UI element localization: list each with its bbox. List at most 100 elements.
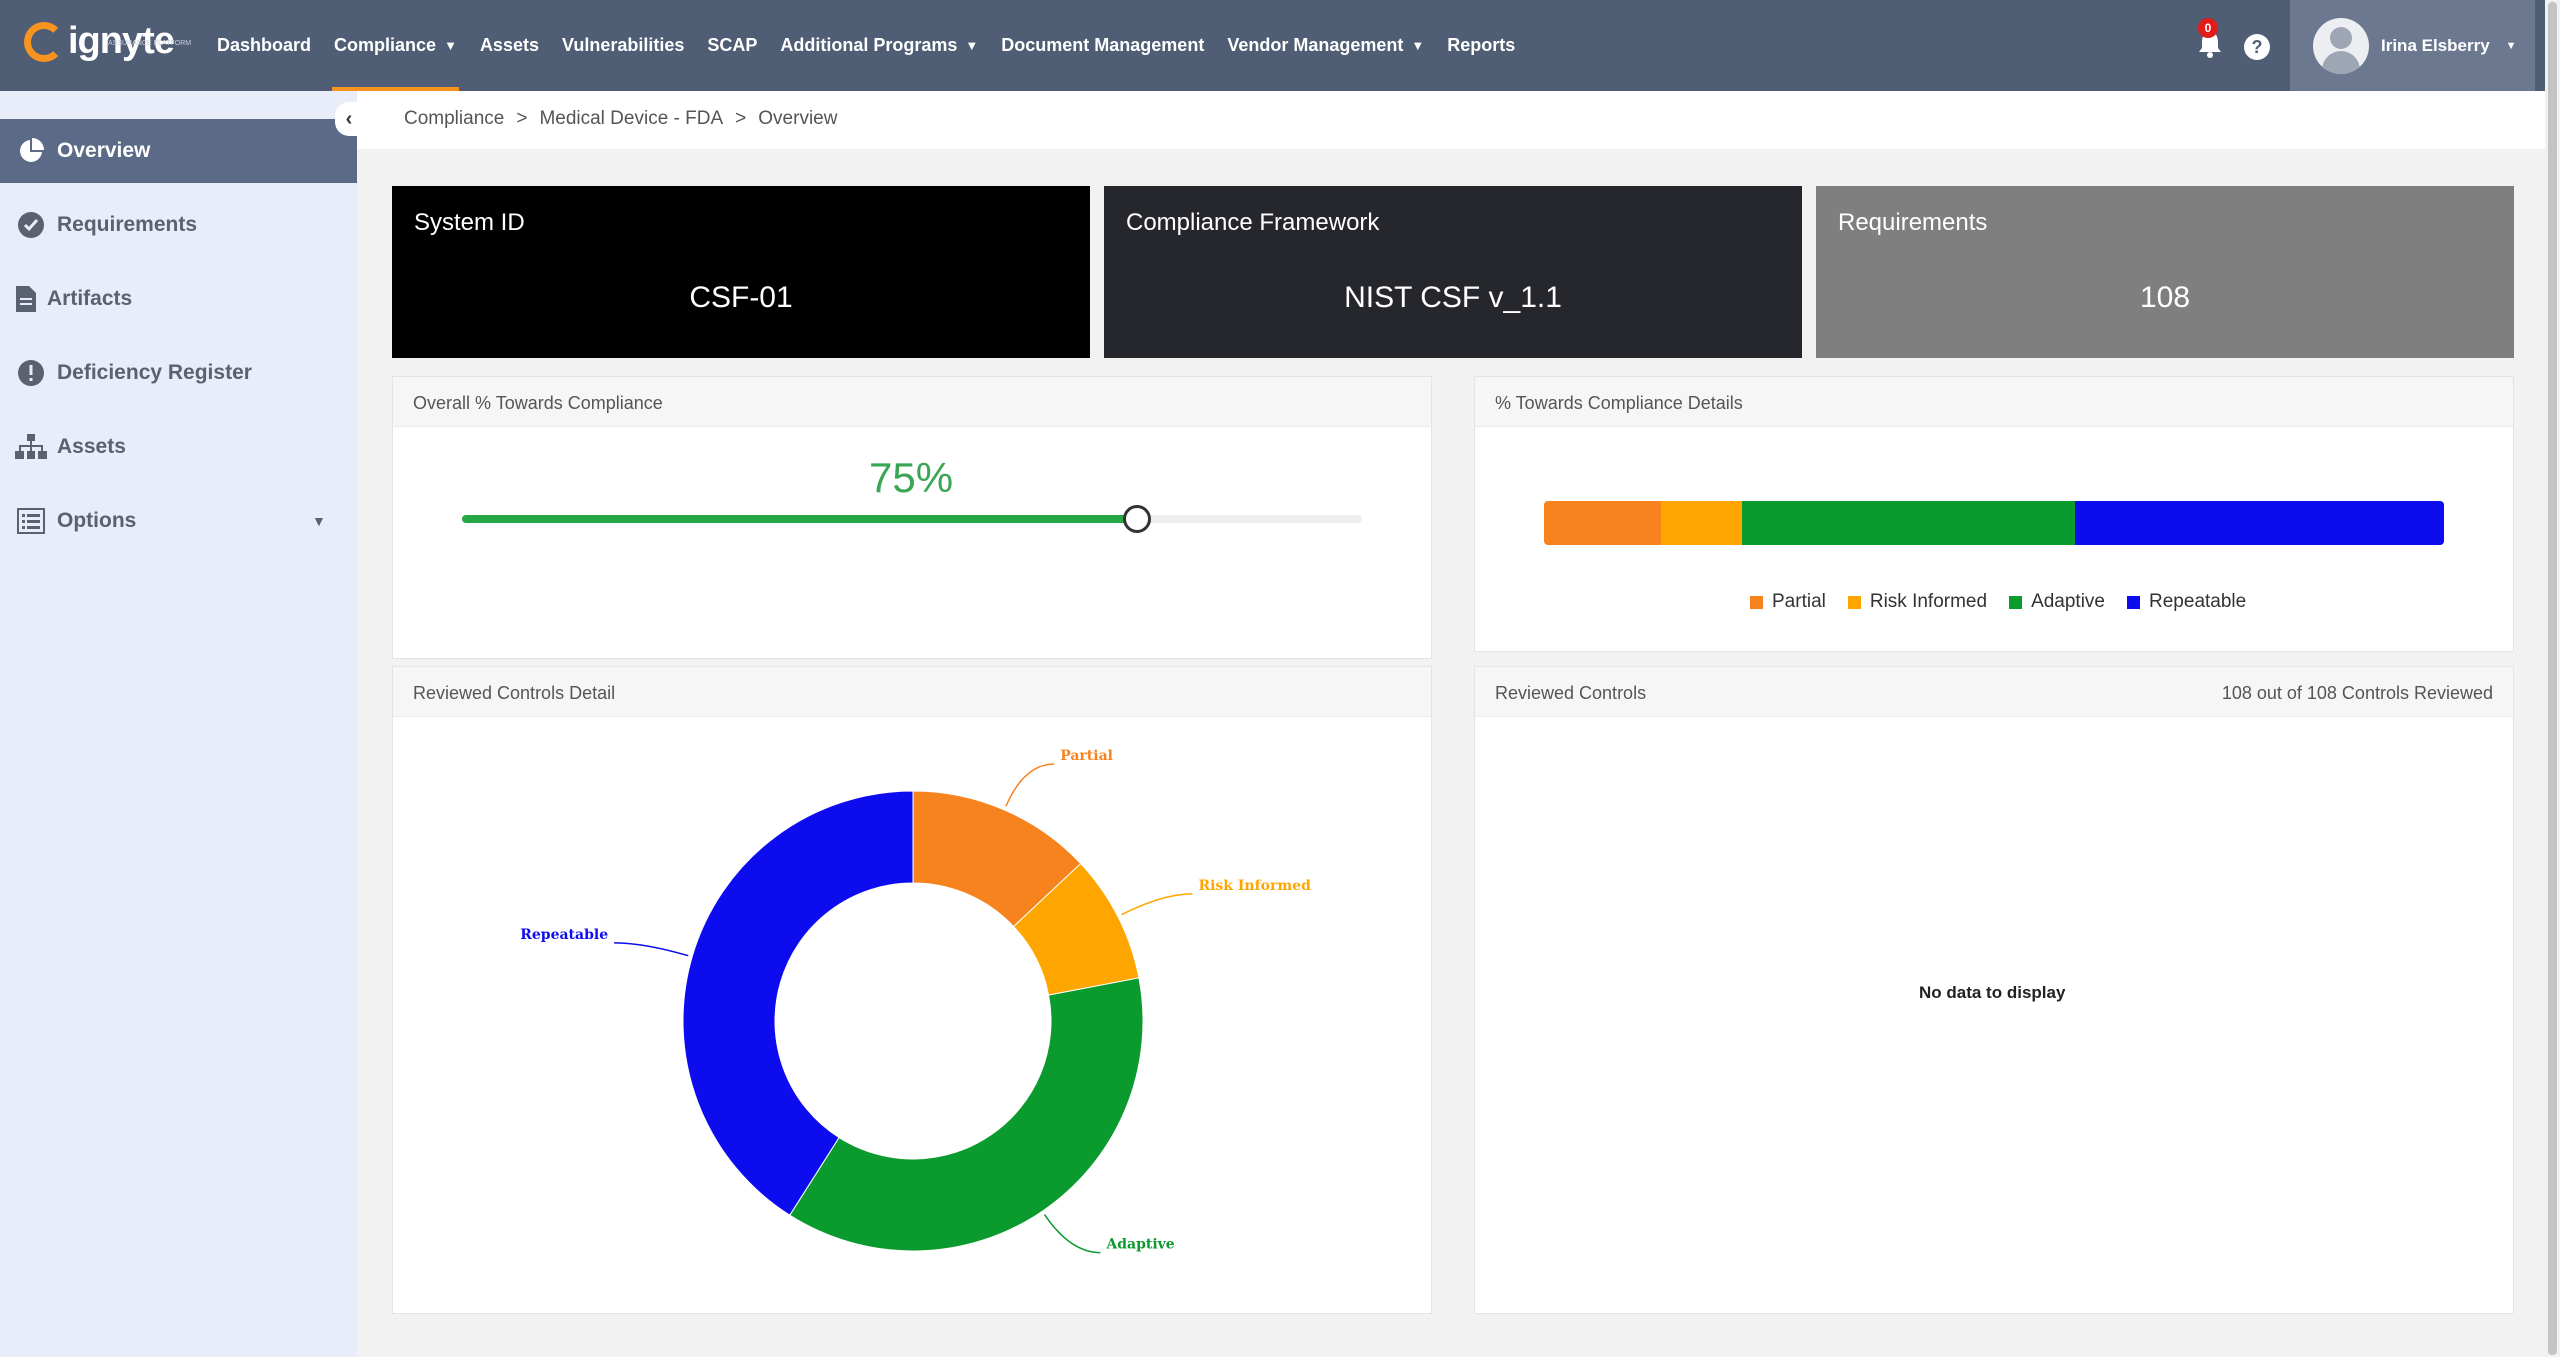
breadcrumb-separator: > bbox=[516, 108, 528, 129]
nav-additional-programs[interactable]: Additional Programs ▼ bbox=[780, 0, 978, 91]
breadcrumb: Compliance > Medical Device - FDA > Over… bbox=[404, 108, 837, 130]
sidebar-item-label: Artifacts bbox=[47, 287, 133, 310]
donut-leader-line bbox=[1121, 893, 1193, 916]
sidebar-item-label: Overview bbox=[57, 139, 151, 162]
tile-value: CSF-01 bbox=[689, 281, 793, 314]
sidebar-item-options[interactable]: Options ▼ bbox=[0, 489, 357, 553]
legend-swatch bbox=[2009, 595, 2023, 609]
overall-compliance-panel: Overall % Towards Compliance 75% bbox=[392, 376, 1432, 659]
check-circle-icon bbox=[14, 211, 48, 239]
bar-segment-repeatable[interactable] bbox=[2075, 501, 2444, 545]
notification-badge: 0 bbox=[2198, 18, 2218, 38]
breadcrumb-separator: > bbox=[735, 108, 747, 129]
nav-label: Vulnerabilities bbox=[561, 35, 685, 55]
legend-item-partial[interactable]: Partial bbox=[1750, 591, 1826, 613]
legend-item-adaptive[interactable]: Adaptive bbox=[2009, 591, 2105, 613]
nav-assets[interactable]: Assets bbox=[480, 0, 539, 91]
reviewed-controls-donut-chart: Partial Risk Informed Adaptive Repeatable bbox=[520, 748, 1311, 1254]
panel-title: Reviewed Controls Detail bbox=[413, 683, 616, 703]
compliance-percent-label: 75% bbox=[869, 454, 954, 501]
sidebar-item-deficiency-register[interactable]: Deficiency Register bbox=[0, 341, 357, 405]
help-icon[interactable]: ? bbox=[2244, 34, 2270, 60]
compliance-progress-fill bbox=[462, 515, 1137, 523]
compliance-legend: Partial Risk Informed Adaptive Repeatable bbox=[1750, 591, 2268, 613]
brand-tagline: ASSURANCE PLATFORM bbox=[108, 40, 192, 47]
legend-item-risk-informed[interactable]: Risk Informed bbox=[1847, 591, 1988, 613]
donut-slice-adaptive[interactable] bbox=[789, 977, 1144, 1252]
sidebar-item-artifacts[interactable]: Artifacts bbox=[0, 267, 357, 331]
legend-label: Repeatable bbox=[2149, 591, 2247, 612]
sidebar-item-assets[interactable]: Assets bbox=[0, 415, 357, 479]
panel-header: Reviewed Controls 108 out of 108 Control… bbox=[1475, 667, 2513, 717]
donut-leader-line bbox=[1005, 763, 1055, 807]
nav-dashboard[interactable]: Dashboard bbox=[217, 0, 311, 91]
bar-segment-adaptive[interactable] bbox=[1742, 501, 2075, 545]
nav-label: Dashboard bbox=[217, 35, 312, 55]
nav-reports[interactable]: Reports bbox=[1447, 0, 1515, 91]
compliance-details-panel: % Towards Compliance Details Partial Risk… bbox=[1474, 376, 2514, 652]
breadcrumb-medical-device[interactable]: Medical Device - FDA bbox=[539, 108, 724, 129]
compliance-progress-knob[interactable] bbox=[1123, 505, 1151, 533]
user-name: Irina Elsberry bbox=[2381, 35, 2490, 55]
document-icon bbox=[14, 286, 38, 312]
legend-swatch bbox=[1847, 595, 1861, 609]
nav-label: SCAP bbox=[707, 35, 758, 55]
nav-vulnerabilities[interactable]: Vulnerabilities bbox=[562, 0, 684, 91]
sidebar-item-overview[interactable]: Overview bbox=[0, 119, 357, 183]
exclamation-circle-icon bbox=[14, 359, 48, 387]
compliance-framework-tile: Compliance Framework NIST CSF v_1.1 bbox=[1104, 186, 1802, 358]
brand-name: ignyte bbox=[68, 20, 175, 62]
sidebar-item-label: Options bbox=[57, 509, 137, 532]
requirements-tile: Requirements 108 bbox=[1816, 186, 2514, 358]
reviewed-controls-panel: Reviewed Controls 108 out of 108 Control… bbox=[1474, 666, 2514, 1314]
user-menu[interactable]: Irina Elsberry ▼ bbox=[2290, 0, 2535, 91]
main-menu: Dashboard Compliance ▼ Assets Vulnerabilitie… bbox=[217, 0, 1538, 91]
donut-leader-line bbox=[614, 942, 689, 957]
panel-title: Overall % Towards Compliance bbox=[413, 393, 663, 413]
brand-logo[interactable]: ignyte bbox=[24, 20, 175, 63]
system-id-tile: System ID CSF-01 bbox=[392, 186, 1090, 358]
donut-label-repeatable: Repeatable bbox=[520, 927, 608, 943]
bar-segment-risk-informed[interactable] bbox=[1661, 501, 1742, 545]
nav-compliance[interactable]: Compliance ▼ bbox=[332, 0, 459, 91]
donut-label-risk-informed: Risk Informed bbox=[1198, 878, 1311, 894]
donut-leader-line bbox=[1043, 1214, 1101, 1254]
nav-label: Assets bbox=[479, 35, 539, 55]
legend-item-repeatable[interactable]: Repeatable bbox=[2127, 591, 2246, 613]
sidebar-item-requirements[interactable]: Requirements bbox=[0, 193, 357, 257]
panel-header: Reviewed Controls Detail bbox=[393, 667, 1431, 717]
tile-title: Requirements bbox=[1838, 209, 1988, 236]
nav-document-management[interactable]: Document Management bbox=[1001, 0, 1204, 91]
donut-label-adaptive: Adaptive bbox=[1105, 1237, 1174, 1253]
chevron-down-icon: ▼ bbox=[965, 38, 979, 53]
scrollbar-thumb[interactable] bbox=[2548, 2, 2557, 1355]
top-nav: ignyte ASSURANCE PLATFORM Dashboard Compl… bbox=[0, 0, 2560, 91]
donut-slice-repeatable[interactable] bbox=[682, 790, 914, 1216]
avatar bbox=[2313, 17, 2369, 74]
legend-label: Risk Informed bbox=[1869, 591, 1988, 612]
compliance-progress-track bbox=[462, 505, 1362, 533]
sidebar-item-label: Assets bbox=[57, 435, 126, 458]
nav-scap[interactable]: SCAP bbox=[707, 0, 757, 91]
sidebar-item-label: Deficiency Register bbox=[57, 361, 252, 384]
caret-down-icon: ▼ bbox=[312, 513, 326, 529]
nav-vendor-management[interactable]: Vendor Management ▼ bbox=[1227, 0, 1424, 91]
nav-label: Compliance bbox=[334, 35, 437, 55]
nav-label: Document Management bbox=[1001, 35, 1205, 55]
legend-swatch bbox=[1750, 595, 1763, 609]
donut-label-partial: Partial bbox=[1060, 748, 1113, 764]
pie-chart-icon bbox=[14, 137, 48, 165]
nav-label: Additional Programs bbox=[780, 35, 958, 55]
legend-label: Partial bbox=[1772, 591, 1826, 612]
nav-label: Reports bbox=[1447, 35, 1516, 55]
chevron-down-icon: ▼ bbox=[444, 38, 457, 53]
breadcrumb-bar bbox=[357, 91, 2545, 149]
compliance-stacked-bar bbox=[1544, 501, 2444, 545]
nav-label: Vendor Management bbox=[1227, 35, 1404, 55]
tile-value: 108 bbox=[2139, 281, 2191, 314]
breadcrumb-compliance[interactable]: Compliance bbox=[404, 108, 505, 129]
breadcrumb-overview: Overview bbox=[758, 108, 838, 129]
bar-segment-partial[interactable] bbox=[1544, 501, 1661, 545]
sitemap-icon bbox=[14, 434, 48, 460]
tile-title: Compliance Framework bbox=[1126, 209, 1380, 236]
